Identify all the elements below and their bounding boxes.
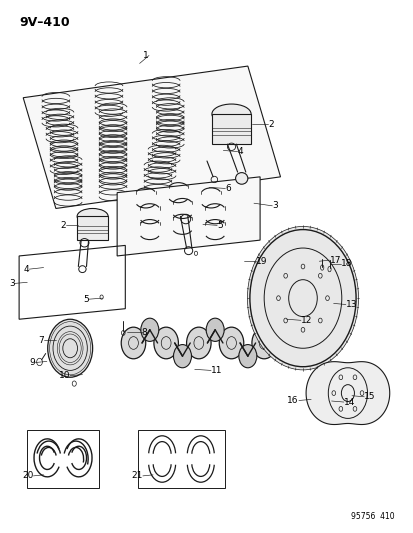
Bar bbox=[137, 430, 225, 488]
Ellipse shape bbox=[47, 319, 93, 377]
Text: 19: 19 bbox=[255, 257, 267, 266]
Text: 9: 9 bbox=[30, 358, 36, 367]
Text: 20: 20 bbox=[22, 471, 33, 480]
Ellipse shape bbox=[238, 344, 256, 368]
Ellipse shape bbox=[121, 327, 145, 359]
Text: 11: 11 bbox=[211, 366, 222, 375]
Text: 5: 5 bbox=[217, 221, 223, 230]
Polygon shape bbox=[305, 362, 389, 424]
Ellipse shape bbox=[77, 208, 108, 224]
Text: 3: 3 bbox=[272, 201, 278, 211]
Ellipse shape bbox=[252, 327, 276, 359]
Text: 8: 8 bbox=[141, 328, 147, 337]
Ellipse shape bbox=[247, 227, 358, 370]
Polygon shape bbox=[23, 66, 280, 208]
Text: 16: 16 bbox=[287, 396, 298, 405]
Ellipse shape bbox=[186, 327, 211, 359]
Text: 10: 10 bbox=[59, 371, 70, 380]
Ellipse shape bbox=[249, 230, 355, 367]
Text: 2: 2 bbox=[268, 119, 273, 128]
Bar bbox=[27, 430, 99, 488]
Ellipse shape bbox=[154, 327, 178, 359]
Bar bbox=[211, 114, 251, 144]
Text: 3: 3 bbox=[9, 279, 15, 288]
Text: 21: 21 bbox=[131, 471, 142, 480]
Text: 95756  410: 95756 410 bbox=[350, 512, 394, 521]
Text: 15: 15 bbox=[363, 392, 375, 401]
Text: 9V–410: 9V–410 bbox=[19, 16, 69, 29]
Ellipse shape bbox=[173, 344, 191, 368]
Text: 6: 6 bbox=[225, 184, 230, 193]
Ellipse shape bbox=[211, 104, 251, 124]
Text: 2: 2 bbox=[60, 221, 66, 230]
Text: 18: 18 bbox=[340, 260, 351, 268]
Ellipse shape bbox=[206, 318, 223, 342]
Text: 14: 14 bbox=[343, 398, 354, 407]
Text: 4: 4 bbox=[24, 265, 29, 273]
Text: 1: 1 bbox=[143, 51, 149, 60]
Ellipse shape bbox=[219, 327, 243, 359]
Bar bbox=[77, 216, 108, 240]
Text: 4: 4 bbox=[237, 147, 243, 156]
Polygon shape bbox=[117, 177, 259, 256]
Text: 5: 5 bbox=[83, 295, 88, 304]
Text: 12: 12 bbox=[300, 316, 311, 325]
Text: 7: 7 bbox=[38, 336, 43, 345]
Text: 13: 13 bbox=[345, 300, 356, 309]
Ellipse shape bbox=[235, 173, 247, 184]
Ellipse shape bbox=[140, 318, 159, 342]
Text: 17: 17 bbox=[329, 256, 340, 265]
